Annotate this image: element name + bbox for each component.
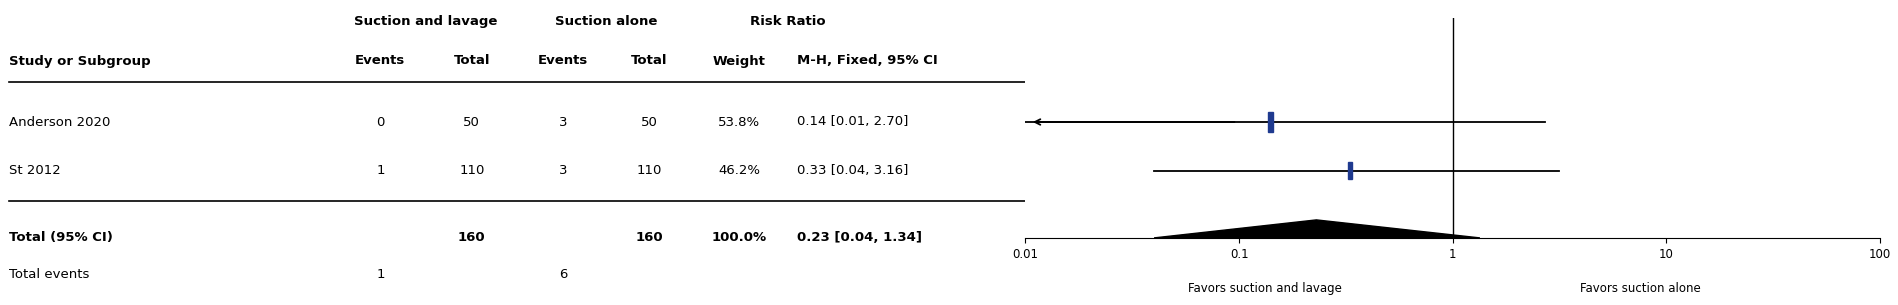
Text: Suction alone: Suction alone	[554, 15, 657, 28]
Text: Study or Subgroup: Study or Subgroup	[9, 55, 152, 67]
Text: Suction and lavage: Suction and lavage	[355, 15, 497, 28]
Text: Total: Total	[630, 55, 668, 67]
Bar	[1348, 163, 1351, 179]
Text: 3: 3	[558, 116, 568, 128]
Text: M-H, Fixed, 95% CI: M-H, Fixed, 95% CI	[797, 55, 938, 67]
Text: 110: 110	[636, 164, 662, 177]
Text: Events: Events	[355, 55, 406, 67]
Text: 0.33 [0.04, 3.16]: 0.33 [0.04, 3.16]	[797, 164, 907, 177]
Text: 50: 50	[463, 116, 480, 128]
Text: Total events: Total events	[9, 268, 89, 281]
Polygon shape	[1154, 220, 1479, 256]
Text: 110: 110	[459, 164, 484, 177]
Text: 46.2%: 46.2%	[717, 164, 759, 177]
Text: 0.23 [0.04, 1.34]: 0.23 [0.04, 1.34]	[797, 231, 921, 244]
Text: 1: 1	[376, 164, 385, 177]
Text: 100.0%: 100.0%	[712, 231, 767, 244]
Text: 160: 160	[636, 231, 662, 244]
Text: 0: 0	[376, 116, 383, 128]
Text: 50: 50	[642, 116, 657, 128]
Text: 53.8%: 53.8%	[717, 116, 759, 128]
Text: 0.14 [0.01, 2.70]: 0.14 [0.01, 2.70]	[797, 116, 907, 128]
Text: 1: 1	[376, 268, 385, 281]
Text: St 2012: St 2012	[9, 164, 61, 177]
Text: Events: Events	[537, 55, 588, 67]
Text: Total (95% CI): Total (95% CI)	[9, 231, 114, 244]
Text: Anderson 2020: Anderson 2020	[9, 116, 110, 128]
Bar	[1268, 112, 1272, 132]
Text: 6: 6	[558, 268, 568, 281]
Text: 160: 160	[457, 231, 486, 244]
Text: Total: Total	[454, 55, 490, 67]
Text: Favors suction alone: Favors suction alone	[1579, 282, 1701, 295]
Text: Favors suction and lavage: Favors suction and lavage	[1186, 282, 1342, 295]
Text: Risk Ratio: Risk Ratio	[750, 15, 826, 28]
Text: Weight: Weight	[712, 55, 765, 67]
Text: 3: 3	[558, 164, 568, 177]
